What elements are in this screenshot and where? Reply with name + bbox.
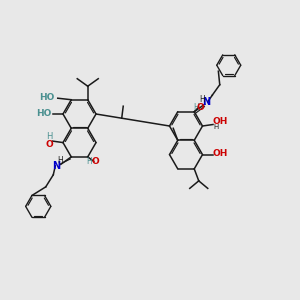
Text: H: H [193, 103, 199, 112]
Text: OH: OH [213, 148, 228, 158]
Text: OH: OH [212, 117, 228, 126]
Text: H: H [213, 124, 219, 130]
Text: HO: HO [40, 93, 55, 102]
Text: N: N [52, 161, 60, 171]
Text: H: H [57, 156, 63, 165]
Text: H: H [46, 132, 53, 141]
Text: O: O [46, 140, 53, 148]
Text: O: O [92, 157, 99, 166]
Text: H: H [86, 157, 92, 166]
Text: O: O [196, 103, 204, 112]
Text: H: H [200, 95, 205, 104]
Text: HO: HO [36, 110, 51, 118]
Text: N: N [202, 97, 210, 107]
